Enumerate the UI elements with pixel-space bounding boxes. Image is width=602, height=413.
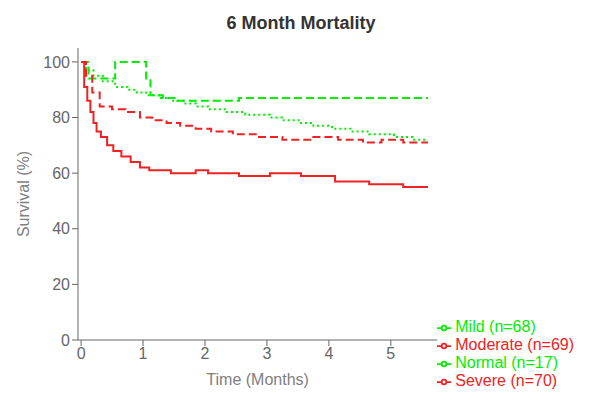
html-text:Mild (n=68): Mild (n=68) [455,318,536,335]
svg-text:5: 5 [386,345,395,362]
svg-text:4: 4 [324,345,333,362]
svg-text:2: 2 [201,345,210,362]
svg-text:3: 3 [262,345,271,362]
svg-text:100: 100 [43,54,70,71]
svg-text:1: 1 [139,345,148,362]
svg-text:0: 0 [77,345,86,362]
html-text:Normal (n=17): Normal (n=17) [455,354,558,371]
svg-text:60: 60 [52,165,70,182]
html-text:Severe (n=70): Severe (n=70) [455,372,558,389]
svg-text:80: 80 [52,109,70,126]
html-text:6 Month Mortality: 6 Month Mortality [226,13,376,33]
svg-text:40: 40 [52,220,70,237]
svg-text:20: 20 [52,276,70,293]
svg-text:Time (Months): Time (Months) [206,371,309,388]
svg-text:0: 0 [61,332,70,349]
html-text:Moderate (n=69): Moderate (n=69) [455,336,574,353]
svg-text:Survival (%): Survival (%) [15,151,32,237]
